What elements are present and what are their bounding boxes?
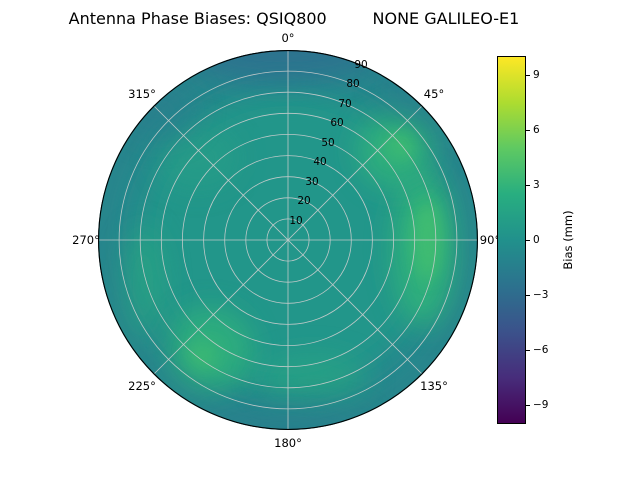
colorbar-tick xyxy=(526,185,530,186)
theta-label-315: 315° xyxy=(128,87,156,101)
colorbar-ticklabel-m6: −6 xyxy=(533,344,549,356)
colorbar-ticklabel-6: 6 xyxy=(533,124,540,136)
colorbar-ticklabel-0: 0 xyxy=(533,234,540,246)
theta-label-90: 90° xyxy=(479,233,501,247)
theta-label-270: 270° xyxy=(72,233,100,247)
r-label-10: 10 xyxy=(289,215,303,227)
r-label-60: 60 xyxy=(330,117,344,129)
colorbar-tick xyxy=(526,75,530,76)
theta-label-225: 225° xyxy=(128,379,156,393)
r-label-80: 80 xyxy=(346,78,360,90)
colorbar-ticklabel-9: 9 xyxy=(533,69,540,81)
r-label-50: 50 xyxy=(321,137,335,149)
colorbar-axis-label: Bias (mm) xyxy=(561,210,575,270)
colorbar xyxy=(497,56,526,424)
colorbar-tick xyxy=(526,405,530,406)
colorbar-ticklabel-m3: −3 xyxy=(533,289,549,301)
colorbar-tick xyxy=(526,350,530,351)
r-label-70: 70 xyxy=(338,98,352,110)
colorbar-ticklabel-3: 3 xyxy=(533,179,540,191)
colorbar-ticklabel-m9: −9 xyxy=(533,399,549,411)
chart-title: Antenna Phase Biases: QSIQ800 NONE GALIL… xyxy=(68,9,520,28)
theta-label-0: 0° xyxy=(281,31,295,45)
theta-label-45: 45° xyxy=(423,87,445,101)
colorbar-tick xyxy=(526,295,530,296)
theta-label-180: 180° xyxy=(274,436,302,450)
r-label-20: 20 xyxy=(297,195,311,207)
colorbar-tick xyxy=(526,130,530,131)
polar-grid xyxy=(98,50,478,430)
polar-outline xyxy=(98,50,478,430)
theta-label-135: 135° xyxy=(420,379,448,393)
r-label-90: 90 xyxy=(354,59,368,71)
r-label-40: 40 xyxy=(313,156,327,168)
polar-plot xyxy=(98,50,478,430)
colorbar-tick xyxy=(526,240,530,241)
r-label-30: 30 xyxy=(305,176,319,188)
